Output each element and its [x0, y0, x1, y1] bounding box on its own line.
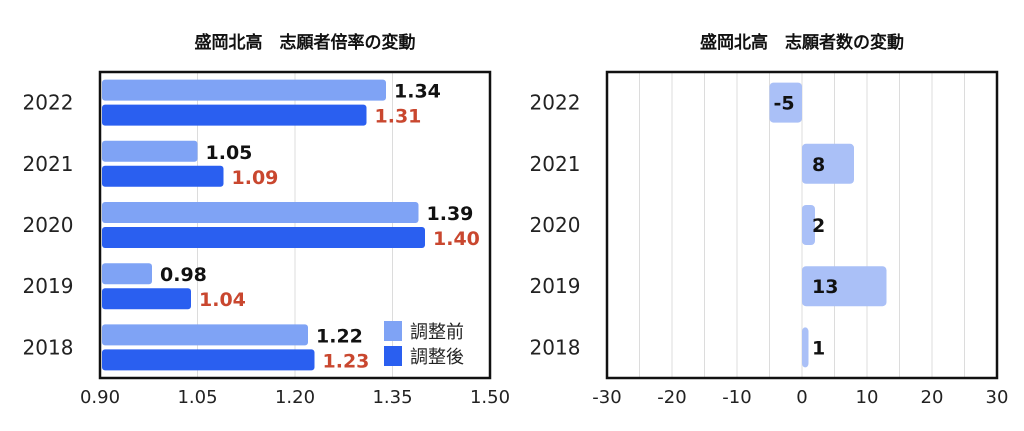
- bar-before: [102, 324, 308, 346]
- data-label: 13: [812, 276, 838, 298]
- bar-applicants: [802, 266, 887, 307]
- x-tick-label: -30: [592, 387, 621, 408]
- bar-after: [102, 349, 315, 371]
- plot-frame-left: [98, 70, 492, 380]
- x-tick-label: 1.20: [275, 387, 315, 408]
- x-tick-label: 0.90: [80, 387, 120, 408]
- data-label-before: 1.05: [206, 142, 253, 164]
- legend-label-before: 調整前: [410, 322, 464, 343]
- bar-applicants: [769, 82, 802, 123]
- bar-after: [102, 288, 191, 310]
- bar-before: [102, 79, 386, 101]
- data-label-after: 1.31: [375, 106, 422, 128]
- x-tick-label: 1.35: [372, 387, 412, 408]
- data-label: 2: [812, 215, 825, 237]
- bar-applicants: [802, 327, 809, 368]
- y-tick-label: 2019: [530, 274, 581, 298]
- data-label-before: 1.39: [427, 203, 474, 225]
- bar-after: [102, 104, 367, 126]
- y-tick-label: 2022: [530, 91, 581, 115]
- x-tick-label: 30: [986, 387, 1009, 408]
- data-label-after: 1.40: [433, 228, 480, 250]
- x-tick-label: -20: [657, 387, 686, 408]
- y-tick-label: 2018: [530, 335, 581, 359]
- data-label-before: 1.34: [394, 81, 441, 103]
- plot-frame-right: [605, 70, 999, 380]
- x-tick-label: 0: [796, 387, 807, 408]
- data-label-before: 0.98: [160, 264, 207, 286]
- y-tick-label: 2022: [23, 91, 74, 115]
- data-label-before: 1.22: [316, 325, 363, 347]
- bar-applicants: [802, 143, 854, 184]
- legend-swatch-before: [384, 321, 402, 341]
- legend-label-after: 調整後: [410, 347, 464, 368]
- bar-applicants: [802, 205, 815, 245]
- data-label-after: 1.04: [199, 289, 246, 311]
- chart-title-left: 盛岡北高 志願者倍率の変動: [195, 32, 416, 53]
- x-tick-label: 1.50: [470, 387, 510, 408]
- x-tick-label: 10: [856, 387, 879, 408]
- x-tick-label: 1.05: [177, 387, 217, 408]
- data-label: -5: [774, 93, 795, 115]
- data-label-after: 1.23: [323, 350, 370, 372]
- y-tick-label: 2021: [530, 152, 581, 176]
- x-tick-label: -10: [722, 387, 751, 408]
- data-label-after: 1.09: [232, 167, 279, 189]
- data-label: 8: [812, 154, 825, 176]
- bar-before: [102, 263, 152, 285]
- bar-before: [102, 202, 419, 223]
- data-label: 1: [812, 337, 825, 359]
- y-tick-label: 2021: [23, 152, 74, 176]
- legend-swatch-after: [384, 346, 402, 366]
- y-tick-label: 2020: [23, 213, 74, 237]
- y-tick-label: 2020: [530, 213, 581, 237]
- bar-before: [102, 140, 198, 162]
- y-tick-label: 2019: [23, 274, 74, 298]
- x-tick-label: 20: [921, 387, 944, 408]
- bar-after: [102, 227, 425, 248]
- chart-title-right: 盛岡北高 志願者数の変動: [700, 32, 904, 53]
- bar-after: [102, 165, 224, 187]
- y-tick-label: 2018: [23, 335, 74, 359]
